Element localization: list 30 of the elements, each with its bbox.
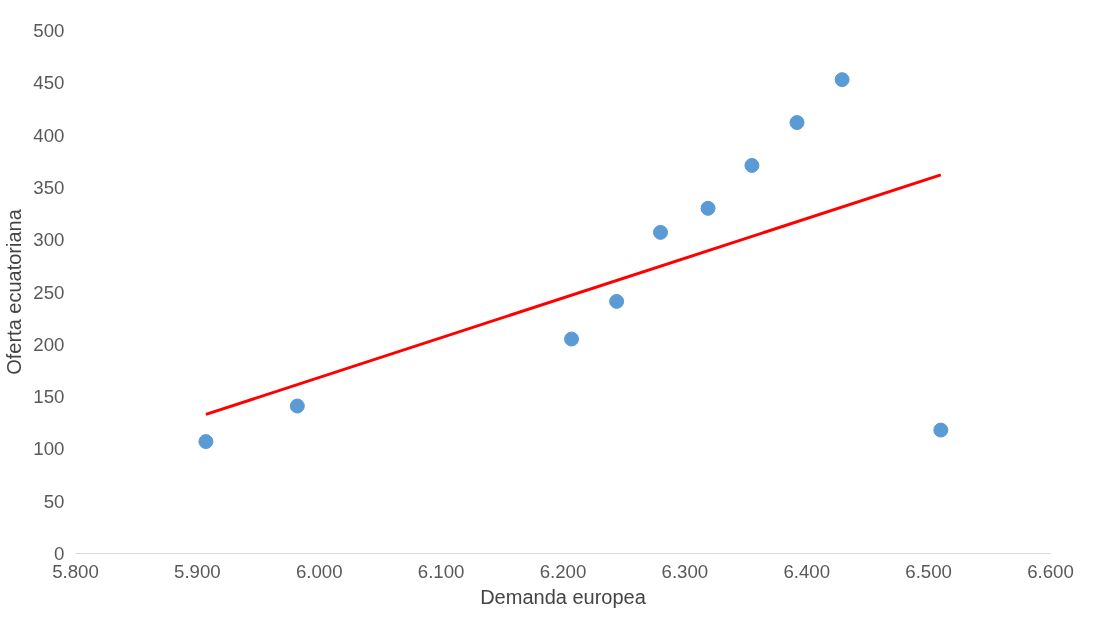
point (834, 72, 850, 88)
y-tick-label: 50 (43, 490, 65, 512)
point (933, 422, 949, 438)
point (564, 331, 580, 347)
y-tick-label: 300 (33, 229, 65, 251)
x-tick-label: 5.900 (174, 560, 221, 582)
x-tick-label: 6.400 (783, 560, 831, 582)
y-tick-label: 400 (33, 124, 65, 146)
point (653, 224, 668, 240)
x-tick-label: 6.100 (417, 560, 465, 582)
x-tick-label: 6.300 (661, 560, 709, 582)
x-tick-label: 6.200 (539, 560, 587, 582)
y-tick-label: 450 (33, 72, 65, 94)
y-tick-label: 100 (33, 438, 65, 460)
y-tick-label: 200 (33, 333, 65, 355)
x-tick-label: 6.600 (1027, 560, 1074, 582)
y-tick-label: 500 (33, 20, 65, 41)
x-axis-title: Demanda europea (480, 585, 647, 608)
x-tick-label: 6.500 (905, 560, 952, 582)
y-tick-label: 350 (33, 176, 65, 198)
point (744, 157, 760, 173)
point (700, 200, 716, 216)
y-tick-label: 150 (33, 386, 65, 408)
x-tick-label: 6.000 (295, 560, 343, 582)
point (289, 398, 305, 414)
point (198, 434, 214, 450)
y-axis-title: Oferta ecuatoriana (3, 208, 26, 375)
y-tick-label: 250 (33, 281, 65, 303)
point (789, 115, 805, 131)
point (609, 293, 625, 309)
